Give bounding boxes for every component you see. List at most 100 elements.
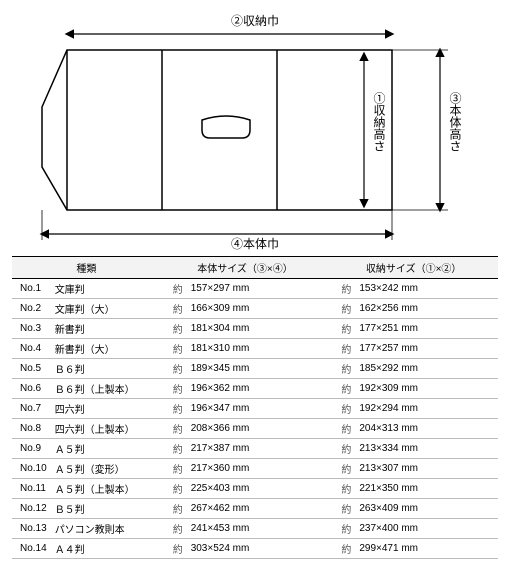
cell-body: 303×524 mm	[187, 539, 330, 559]
cell-storage: 213×334 mm	[355, 439, 498, 459]
size-table: 種類 本体サイズ（③×④） 収納サイズ（①×②） No.1文庫判約157×297…	[12, 256, 498, 559]
cell-body: 189×345 mm	[187, 359, 330, 379]
cell-yaku: 約	[329, 399, 355, 419]
cell-no: No.2	[12, 299, 51, 319]
cell-yaku: 約	[329, 319, 355, 339]
cell-yaku: 約	[161, 299, 187, 319]
cell-name: Ｂ５判	[51, 499, 161, 519]
cell-body: 217×360 mm	[187, 459, 330, 479]
table-row: No.11Ａ５判（上製本）約225×403 mm約221×350 mm	[12, 479, 498, 499]
table-row: No.3新書判約181×304 mm約177×251 mm	[12, 319, 498, 339]
diagram-svg	[12, 12, 498, 252]
cell-yaku: 約	[329, 279, 355, 299]
cell-yaku: 約	[329, 359, 355, 379]
cell-yaku: 約	[329, 459, 355, 479]
cell-no: No.5	[12, 359, 51, 379]
cell-body: 196×362 mm	[187, 379, 330, 399]
cell-yaku: 約	[161, 339, 187, 359]
cell-yaku: 約	[329, 519, 355, 539]
cell-no: No.3	[12, 319, 51, 339]
cell-yaku: 約	[161, 419, 187, 439]
cell-no: No.10	[12, 459, 51, 479]
cell-body: 157×297 mm	[187, 279, 330, 299]
cell-storage: 153×242 mm	[355, 279, 498, 299]
cell-body: 166×309 mm	[187, 299, 330, 319]
label-storage-height: ①収納高さ	[371, 92, 388, 152]
cell-no: No.8	[12, 419, 51, 439]
cell-body: 181×304 mm	[187, 319, 330, 339]
cell-name: Ａ５判	[51, 439, 161, 459]
label-body-width: ④本体巾	[231, 235, 279, 252]
cell-storage: 192×309 mm	[355, 379, 498, 399]
cell-yaku: 約	[329, 479, 355, 499]
cell-yaku: 約	[329, 379, 355, 399]
table-row: No.6Ｂ６判（上製本）約196×362 mm約192×309 mm	[12, 379, 498, 399]
cell-name: Ａ４判	[51, 539, 161, 559]
cell-storage: 299×471 mm	[355, 539, 498, 559]
cell-no: No.6	[12, 379, 51, 399]
cell-storage: 177×251 mm	[355, 319, 498, 339]
table-row: No.8四六判（上製本）約208×366 mm約204×313 mm	[12, 419, 498, 439]
cell-yaku: 約	[161, 499, 187, 519]
cell-yaku: 約	[161, 319, 187, 339]
header-type: 種類	[12, 257, 161, 279]
cell-yaku: 約	[329, 419, 355, 439]
label-body-height: ③本体高さ	[447, 92, 464, 152]
table-row: No.10Ａ５判（変形）約217×360 mm約213×307 mm	[12, 459, 498, 479]
cell-name: 新書判	[51, 319, 161, 339]
cell-storage: 185×292 mm	[355, 359, 498, 379]
header-storage: 収納サイズ（①×②）	[329, 257, 498, 279]
cell-storage: 162×256 mm	[355, 299, 498, 319]
cell-no: No.12	[12, 499, 51, 519]
cell-name: 文庫判（大）	[51, 299, 161, 319]
cell-name: 新書判（大）	[51, 339, 161, 359]
dimension-diagram: ②収納巾 ④本体巾 ①収納高さ ③本体高さ	[12, 12, 498, 252]
cell-name: Ａ５判（上製本）	[51, 479, 161, 499]
table-row: No.9Ａ５判約217×387 mm約213×334 mm	[12, 439, 498, 459]
cell-no: No.7	[12, 399, 51, 419]
cell-no: No.11	[12, 479, 51, 499]
cell-yaku: 約	[329, 339, 355, 359]
cell-yaku: 約	[329, 299, 355, 319]
cell-body: 217×387 mm	[187, 439, 330, 459]
cell-yaku: 約	[161, 479, 187, 499]
cell-yaku: 約	[161, 439, 187, 459]
cell-body: 181×310 mm	[187, 339, 330, 359]
cell-name: 文庫判	[51, 279, 161, 299]
cell-storage: 221×350 mm	[355, 479, 498, 499]
cell-yaku: 約	[161, 539, 187, 559]
cell-storage: 213×307 mm	[355, 459, 498, 479]
cell-yaku: 約	[329, 439, 355, 459]
table-header-row: 種類 本体サイズ（③×④） 収納サイズ（①×②）	[12, 257, 498, 279]
cell-no: No.4	[12, 339, 51, 359]
label-storage-width: ②収納巾	[231, 12, 279, 29]
cell-no: No.9	[12, 439, 51, 459]
table-row: No.12Ｂ５判約267×462 mm約263×409 mm	[12, 499, 498, 519]
cell-yaku: 約	[161, 379, 187, 399]
cell-yaku: 約	[161, 519, 187, 539]
cell-no: No.13	[12, 519, 51, 539]
cell-name: Ａ５判（変形）	[51, 459, 161, 479]
cell-storage: 192×294 mm	[355, 399, 498, 419]
cell-yaku: 約	[161, 279, 187, 299]
cell-storage: 237×400 mm	[355, 519, 498, 539]
cell-yaku: 約	[161, 359, 187, 379]
table-row: No.5Ｂ６判約189×345 mm約185×292 mm	[12, 359, 498, 379]
table-row: No.4新書判（大）約181×310 mm約177×257 mm	[12, 339, 498, 359]
cell-name: パソコン教則本	[51, 519, 161, 539]
table-row: No.14Ａ４判約303×524 mm約299×471 mm	[12, 539, 498, 559]
cell-no: No.1	[12, 279, 51, 299]
cell-body: 241×453 mm	[187, 519, 330, 539]
cell-body: 208×366 mm	[187, 419, 330, 439]
cell-yaku: 約	[329, 499, 355, 519]
table-row: No.7四六判約196×347 mm約192×294 mm	[12, 399, 498, 419]
cell-yaku: 約	[161, 459, 187, 479]
cell-storage: 177×257 mm	[355, 339, 498, 359]
header-body: 本体サイズ（③×④）	[161, 257, 330, 279]
table-row: No.13パソコン教則本約241×453 mm約237×400 mm	[12, 519, 498, 539]
cell-body: 225×403 mm	[187, 479, 330, 499]
cell-storage: 263×409 mm	[355, 499, 498, 519]
table-row: No.2文庫判（大）約166×309 mm約162×256 mm	[12, 299, 498, 319]
cell-name: Ｂ６判（上製本）	[51, 379, 161, 399]
cell-name: Ｂ６判	[51, 359, 161, 379]
